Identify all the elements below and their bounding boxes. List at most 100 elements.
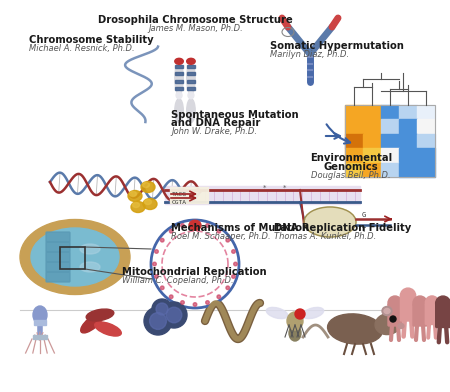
Ellipse shape xyxy=(175,62,183,94)
FancyBboxPatch shape xyxy=(436,305,450,327)
Ellipse shape xyxy=(289,325,301,341)
Ellipse shape xyxy=(143,198,157,209)
Bar xyxy=(363,105,381,120)
Circle shape xyxy=(151,220,239,308)
Circle shape xyxy=(390,316,396,322)
Bar xyxy=(399,105,417,120)
Circle shape xyxy=(232,275,235,278)
Bar xyxy=(34,320,46,325)
FancyBboxPatch shape xyxy=(46,232,70,242)
Text: Douglas Bell, Ph.D.: Douglas Bell, Ph.D. xyxy=(311,171,391,180)
Text: CGTA: CGTA xyxy=(172,200,187,205)
Bar xyxy=(363,120,381,134)
Circle shape xyxy=(388,296,402,310)
Bar xyxy=(399,134,417,148)
Circle shape xyxy=(181,224,184,227)
Circle shape xyxy=(295,309,305,319)
Bar xyxy=(417,120,435,134)
Bar xyxy=(345,120,363,134)
Ellipse shape xyxy=(189,220,201,230)
Circle shape xyxy=(413,296,427,310)
Text: Mechanisms of Mutation: Mechanisms of Mutation xyxy=(171,223,309,234)
Bar xyxy=(345,148,363,163)
Text: James M. Mason, Ph.D.: James M. Mason, Ph.D. xyxy=(148,24,243,33)
Bar xyxy=(187,87,195,90)
Ellipse shape xyxy=(384,309,390,314)
Circle shape xyxy=(155,275,158,278)
Bar xyxy=(170,187,208,203)
Circle shape xyxy=(425,296,439,309)
Ellipse shape xyxy=(328,314,382,344)
Circle shape xyxy=(400,288,416,303)
Ellipse shape xyxy=(143,183,149,187)
Ellipse shape xyxy=(398,323,404,328)
Ellipse shape xyxy=(132,203,140,207)
Ellipse shape xyxy=(130,192,136,196)
Ellipse shape xyxy=(175,58,183,64)
Circle shape xyxy=(217,229,220,233)
Circle shape xyxy=(217,295,220,299)
Circle shape xyxy=(226,286,230,290)
Bar xyxy=(381,134,399,148)
Ellipse shape xyxy=(187,99,195,123)
Ellipse shape xyxy=(20,220,130,294)
Bar xyxy=(417,148,435,163)
Ellipse shape xyxy=(302,307,324,319)
Bar xyxy=(345,105,435,177)
Ellipse shape xyxy=(80,262,100,272)
Bar xyxy=(33,335,47,339)
Bar xyxy=(363,134,381,148)
Text: Spontaneous Mutation: Spontaneous Mutation xyxy=(171,110,299,120)
FancyBboxPatch shape xyxy=(46,242,70,252)
Bar xyxy=(381,105,399,120)
Circle shape xyxy=(193,303,197,306)
Bar xyxy=(381,163,399,177)
Ellipse shape xyxy=(188,92,194,99)
FancyBboxPatch shape xyxy=(46,262,70,272)
Text: and DNA Repair: and DNA Repair xyxy=(171,118,261,129)
Ellipse shape xyxy=(176,92,182,99)
Bar xyxy=(345,105,363,120)
Text: *: * xyxy=(263,185,267,191)
Bar xyxy=(399,148,417,163)
Text: TACG: TACG xyxy=(172,192,187,197)
Bar xyxy=(175,71,183,75)
Ellipse shape xyxy=(304,207,356,237)
Bar xyxy=(417,163,435,177)
Circle shape xyxy=(161,286,164,290)
Ellipse shape xyxy=(128,191,142,201)
Bar xyxy=(381,148,399,163)
Ellipse shape xyxy=(144,200,152,205)
Circle shape xyxy=(436,296,450,311)
Bar xyxy=(345,134,363,148)
Circle shape xyxy=(153,262,156,266)
Circle shape xyxy=(156,303,168,315)
Ellipse shape xyxy=(187,62,195,94)
Circle shape xyxy=(234,262,237,266)
FancyBboxPatch shape xyxy=(425,303,439,325)
Bar xyxy=(381,120,399,134)
Circle shape xyxy=(166,307,182,323)
Text: Marilyn Diaz, Ph.D.: Marilyn Diaz, Ph.D. xyxy=(270,50,349,59)
Ellipse shape xyxy=(80,244,100,254)
Ellipse shape xyxy=(375,314,401,335)
Text: Thomas A. Kunkel, Ph.D.: Thomas A. Kunkel, Ph.D. xyxy=(274,232,377,241)
Bar xyxy=(187,65,195,68)
Ellipse shape xyxy=(141,181,155,192)
Ellipse shape xyxy=(382,307,392,316)
FancyBboxPatch shape xyxy=(46,272,70,282)
Ellipse shape xyxy=(266,307,288,319)
Bar xyxy=(417,134,435,148)
Bar xyxy=(187,71,195,75)
Ellipse shape xyxy=(131,201,145,212)
Circle shape xyxy=(232,250,235,253)
Circle shape xyxy=(144,307,172,335)
FancyBboxPatch shape xyxy=(46,252,70,262)
Text: G: G xyxy=(362,212,366,218)
Bar xyxy=(60,247,85,269)
Circle shape xyxy=(161,302,187,328)
Circle shape xyxy=(152,299,172,319)
Text: Genomics: Genomics xyxy=(324,162,378,172)
Text: John W. Drake, Ph.D.: John W. Drake, Ph.D. xyxy=(171,127,257,136)
Ellipse shape xyxy=(94,322,122,336)
